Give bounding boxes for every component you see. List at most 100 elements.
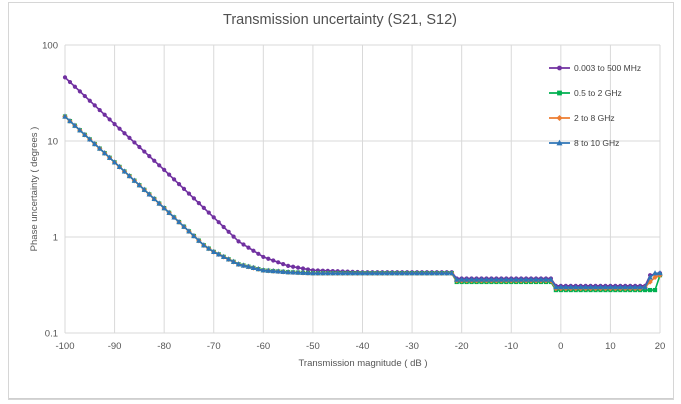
data-point: [354, 270, 361, 276]
data-point: [652, 270, 658, 276]
data-point: [622, 284, 628, 290]
data-point: [106, 154, 113, 160]
data-point: [523, 276, 529, 282]
data-point: [116, 163, 123, 169]
data-point: [349, 270, 356, 276]
data-point: [607, 284, 614, 290]
data-point: [191, 196, 197, 201]
data-point: [211, 215, 216, 220]
y-tick-label: 0.1: [45, 329, 58, 340]
x-tick-label: -10: [504, 341, 518, 352]
data-point: [290, 264, 296, 269]
data-point: [260, 267, 267, 273]
data-point: [533, 276, 539, 282]
data-point: [325, 270, 331, 276]
data-point: [201, 205, 206, 211]
data-point: [265, 267, 271, 273]
data-point: [127, 135, 132, 140]
x-tick-label: -20: [455, 341, 469, 352]
data-point: [612, 284, 619, 290]
data-point: [503, 276, 509, 282]
data-point: [513, 276, 519, 282]
data-point: [146, 191, 152, 197]
data-point: [335, 270, 341, 276]
data-point: [647, 274, 653, 280]
data-point: [563, 284, 569, 290]
data-point: [77, 127, 83, 133]
data-point: [642, 284, 648, 290]
legend-label: 0.5 to 2 GHz: [574, 88, 622, 98]
data-point: [557, 65, 562, 71]
data-point: [557, 90, 562, 96]
y-axis-title: Phase uncertainty ( degrees ): [29, 127, 40, 252]
data-point: [280, 268, 286, 274]
data-point: [152, 158, 157, 163]
data-point: [270, 267, 276, 274]
data-point: [364, 270, 371, 276]
data-point: [201, 242, 207, 248]
y-tick-label: 10: [47, 137, 58, 148]
data-point: [226, 229, 231, 234]
data-point: [320, 270, 326, 276]
data-point: [468, 276, 475, 282]
data-point: [429, 270, 435, 276]
data-point: [300, 266, 306, 271]
data-point: [493, 276, 500, 282]
data-point: [196, 201, 201, 206]
frame-bottom-rule: [9, 398, 673, 399]
data-point: [483, 276, 490, 282]
data-point: [191, 232, 197, 239]
data-point: [231, 234, 236, 239]
data-point: [568, 284, 574, 290]
data-point: [250, 264, 257, 270]
data-point: [508, 276, 514, 282]
data-point: [359, 270, 366, 276]
data-point: [67, 79, 73, 85]
data-point: [171, 214, 177, 220]
x-axis-title: Transmission magnitude ( dB ): [298, 358, 427, 369]
x-tick-label: 10: [605, 341, 616, 352]
chart-legend: 0.003 to 500 MHz 0.5 to 2 GHz 2 to 8 GHz 8 …: [549, 63, 641, 148]
data-point: [305, 267, 311, 272]
data-point: [592, 284, 599, 290]
data-point: [344, 270, 351, 276]
data-point: [556, 139, 563, 146]
data-point: [162, 167, 167, 172]
data-point: [266, 256, 271, 261]
data-point: [300, 269, 306, 275]
data-point: [553, 284, 559, 290]
data-point: [439, 270, 445, 276]
data-point: [271, 258, 276, 263]
data-point: [136, 182, 143, 188]
data-point: [220, 253, 227, 259]
data-point: [171, 177, 177, 182]
data-point: [181, 223, 187, 229]
x-tick-label: 0: [558, 341, 563, 352]
x-tick-label: -70: [207, 341, 221, 352]
data-point: [498, 276, 505, 282]
data-point: [444, 270, 450, 276]
data-point: [518, 276, 524, 282]
x-tick-label: -50: [306, 341, 320, 352]
data-point: [131, 177, 138, 183]
data-point: [107, 117, 112, 122]
data-point: [404, 270, 410, 276]
data-point: [478, 276, 485, 282]
series-group: [62, 113, 663, 290]
data-point: [379, 270, 386, 276]
data-point: [369, 270, 376, 276]
data-point: [67, 117, 73, 124]
data-point: [394, 270, 400, 276]
data-point: [151, 195, 157, 202]
data-point: [434, 270, 440, 276]
data-point: [101, 150, 108, 156]
legend-label: 8 to 10 GHz: [574, 138, 619, 148]
data-point: [156, 200, 162, 206]
legend-label: 2 to 8 GHz: [574, 113, 615, 123]
data-point: [597, 284, 604, 290]
y-tick-label: 1: [53, 233, 58, 244]
data-point: [196, 237, 202, 243]
data-point: [647, 287, 653, 293]
data-point: [102, 112, 107, 117]
